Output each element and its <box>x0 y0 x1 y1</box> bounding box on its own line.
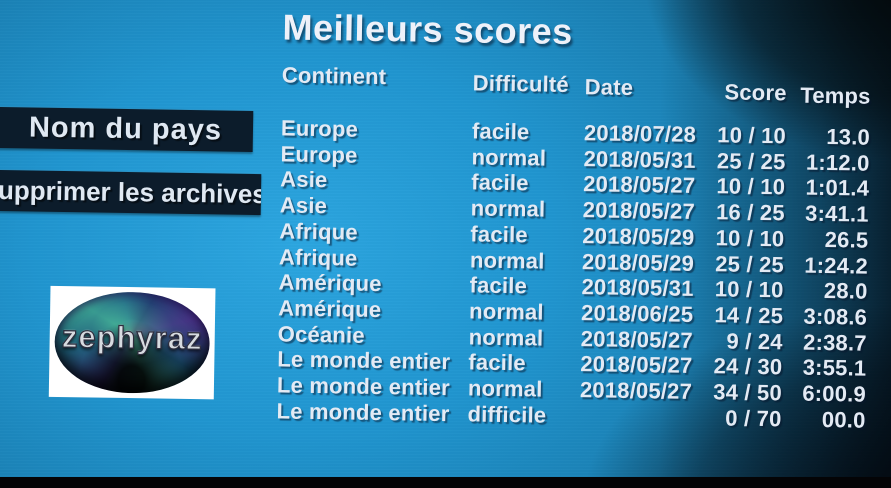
cell-continent: Amérique <box>278 295 382 323</box>
cell-difficulty: normal <box>471 144 547 171</box>
cell-difficulty: facile <box>471 169 529 196</box>
monitor-bezel <box>0 477 891 488</box>
cell-time: 3:55.1 <box>802 354 867 381</box>
cell-continent: Europe <box>280 141 358 168</box>
cell-difficulty: normal <box>467 375 543 402</box>
col-header-continent: Continent <box>281 62 387 90</box>
score-rows: Europe facile 2018/07/28 10 / 10 13.0 Eu… <box>0 111 889 455</box>
cell-continent: Amérique <box>278 269 382 297</box>
cell-difficulty: normal <box>468 324 544 351</box>
cell-difficulty: normal <box>470 195 546 222</box>
cell-difficulty: difficile <box>467 401 547 428</box>
cell-difficulty: normal <box>469 247 545 274</box>
cell-time: 3:08.6 <box>803 303 868 330</box>
cell-difficulty: facile <box>470 221 529 248</box>
cell-continent: Le monde entier <box>276 372 451 401</box>
cell-time: 28.0 <box>823 277 868 304</box>
cell-time: 1:24.2 <box>804 252 869 279</box>
cell-continent: Europe <box>280 115 359 142</box>
cell-continent: Le monde entier <box>276 398 450 427</box>
cell-time: 13.0 <box>826 123 871 150</box>
col-header-time: Temps <box>800 82 871 109</box>
cell-continent: Afrique <box>278 244 358 271</box>
cell-time: 2:38.7 <box>802 329 867 356</box>
cell-time: 6:00.9 <box>802 380 867 407</box>
col-header-difficulty: Difficulté <box>472 70 570 97</box>
cell-time: 26.5 <box>824 226 869 253</box>
cell-time: 00.0 <box>821 406 866 433</box>
cell-continent: Afrique <box>279 218 359 245</box>
cell-difficulty: facile <box>469 272 528 299</box>
cell-time: 3:41.1 <box>804 200 869 227</box>
cell-difficulty: normal <box>468 298 544 325</box>
cell-difficulty: facile <box>468 349 527 376</box>
cell-continent: Le monde entier <box>277 346 451 375</box>
col-header-date: Date <box>584 74 634 100</box>
cell-continent: Océanie <box>277 321 365 348</box>
cell-time: 1:12.0 <box>805 149 870 176</box>
cell-continent: Asie <box>279 192 328 219</box>
page-title: Meilleurs scores <box>282 6 574 52</box>
cell-time: 1:01.4 <box>805 174 870 201</box>
cell-continent: Asie <box>280 166 328 193</box>
cell-difficulty: facile <box>471 118 530 145</box>
